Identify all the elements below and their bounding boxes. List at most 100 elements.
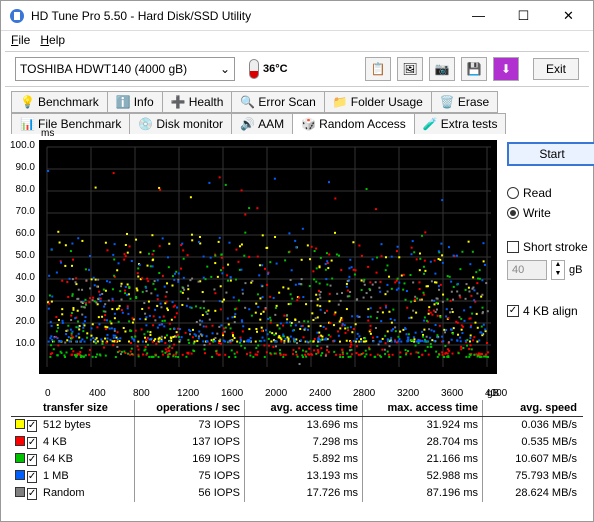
col-transfer-size: transfer size [39, 400, 135, 416]
temperature: 36°C [249, 59, 288, 79]
series-checkbox[interactable]: ✓ [27, 488, 37, 500]
menu-file[interactable]: File [11, 33, 30, 49]
stroke-value[interactable]: 40 ▲▼ gB [507, 260, 594, 280]
cell-ops: 137 IOPS [135, 434, 245, 451]
tab-icon: 🔊 [240, 117, 254, 131]
tab-extra-tests[interactable]: 🧪Extra tests [414, 113, 507, 134]
cell-max: 31.924 ms [363, 417, 483, 434]
cell-speed: 28.624 MB/s [483, 485, 581, 502]
cell-max: 52.988 ms [363, 468, 483, 485]
save-button[interactable]: 💾 [461, 57, 487, 81]
cell-avg: 13.696 ms [245, 417, 363, 434]
series-color-swatch [15, 453, 25, 463]
chevron-down-icon: ⌄ [220, 62, 230, 76]
window-title: HD Tune Pro 5.50 - Hard Disk/SSD Utility [31, 9, 456, 23]
table-row: ✓Random56 IOPS17.726 ms87.196 ms28.624 M… [11, 485, 583, 502]
drive-select-text: TOSHIBA HDWT140 (4000 gB) [20, 62, 187, 76]
series-checkbox[interactable]: ✓ [27, 454, 37, 466]
cell-ops: 56 IOPS [135, 485, 245, 502]
col-avg: avg. access time [245, 400, 363, 416]
minimize-button[interactable]: — [456, 1, 501, 30]
tab-icon: 🗑️ [440, 95, 454, 109]
series-color-swatch [15, 470, 25, 480]
cell-size: 64 KB [39, 451, 135, 468]
short-stroke-check[interactable]: Short stroke [507, 240, 594, 254]
maximize-button[interactable]: ☐ [501, 1, 546, 30]
y-axis-unit: ms [41, 128, 54, 139]
tab-icon: 📊 [20, 117, 34, 131]
cell-avg: 7.298 ms [245, 434, 363, 451]
series-checkbox[interactable]: ✓ [27, 437, 37, 449]
cell-avg: 5.892 ms [245, 451, 363, 468]
tab-benchmark[interactable]: 💡Benchmark [11, 91, 108, 113]
copy-button[interactable]: 📋 [365, 57, 391, 81]
table-row: ✓4 KB137 IOPS7.298 ms28.704 ms0.535 MB/s [11, 434, 583, 451]
menubar: File Help [1, 31, 593, 51]
cell-speed: 0.535 MB/s [483, 434, 581, 451]
menu-help[interactable]: Help [40, 33, 65, 49]
read-radio[interactable]: Read [507, 186, 594, 200]
col-max: max. access time [363, 400, 483, 416]
col-speed: avg. speed [483, 400, 581, 416]
cell-max: 28.704 ms [363, 434, 483, 451]
tab-info[interactable]: ℹ️Info [107, 91, 163, 113]
col-ops: operations / sec [135, 400, 245, 416]
tab-aam[interactable]: 🔊AAM [231, 113, 293, 134]
cell-speed: 10.607 MB/s [483, 451, 581, 468]
cell-size: 1 MB [39, 468, 135, 485]
tab-file-benchmark[interactable]: 📊File Benchmark [11, 113, 130, 134]
tab-icon: ➕ [171, 95, 185, 109]
cell-size: 512 bytes [39, 417, 135, 434]
cell-ops: 73 IOPS [135, 417, 245, 434]
cell-speed: 75.793 MB/s [483, 468, 581, 485]
cell-avg: 17.726 ms [245, 485, 363, 502]
write-radio[interactable]: Write [507, 206, 594, 220]
series-color-swatch [15, 487, 25, 497]
close-button[interactable]: ✕ [546, 1, 591, 30]
side-panel: Start Read Write Short stroke 40 ▲▼ gB ✓… [507, 140, 594, 374]
table-row: ✓512 bytes73 IOPS13.696 ms31.924 ms0.036… [11, 417, 583, 434]
cell-avg: 13.193 ms [245, 468, 363, 485]
cell-speed: 0.036 MB/s [483, 417, 581, 434]
tab-icon: 💡 [20, 95, 34, 109]
stroke-spinner[interactable]: ▲▼ [551, 260, 565, 280]
series-checkbox[interactable]: ✓ [27, 471, 37, 483]
cell-size: Random [39, 485, 135, 502]
tab-icon: 💿 [138, 117, 152, 131]
series-color-swatch [15, 419, 25, 429]
options-button[interactable]: ⬇ [493, 57, 519, 81]
series-checkbox[interactable]: ✓ [27, 420, 37, 432]
tab-container: 💡Benchmarkℹ️Info➕Health🔍Error Scan📁Folde… [1, 87, 593, 134]
series-color-swatch [15, 436, 25, 446]
exit-button[interactable]: Exit [533, 58, 579, 80]
app-icon [9, 8, 25, 24]
table-row: ✓64 KB169 IOPS5.892 ms21.166 ms10.607 MB… [11, 451, 583, 468]
start-button[interactable]: Start [507, 142, 594, 166]
tab-health[interactable]: ➕Health [162, 91, 233, 113]
cell-max: 21.166 ms [363, 451, 483, 468]
tab-icon: 📁 [333, 95, 347, 109]
scatter-chart: 100.090.080.070.060.050.040.030.020.010.… [39, 140, 497, 374]
cell-ops: 75 IOPS [135, 468, 245, 485]
tab-disk-monitor[interactable]: 💿Disk monitor [129, 113, 232, 134]
tab-icon: ℹ️ [116, 95, 130, 109]
titlebar: HD Tune Pro 5.50 - Hard Disk/SSD Utility… [1, 1, 593, 31]
cell-ops: 169 IOPS [135, 451, 245, 468]
tab-error-scan[interactable]: 🔍Error Scan [231, 91, 324, 113]
thermometer-icon [249, 59, 259, 79]
tab-icon: 🧪 [423, 117, 437, 131]
toolbar: TOSHIBA HDWT140 (4000 gB) ⌄ 36°C 📋 🖼 📷 💾… [5, 51, 589, 87]
screenshot-button[interactable]: 🖼 [397, 57, 423, 81]
results-table: transfer size operations / sec avg. acce… [11, 400, 583, 502]
tab-icon: 🎲 [301, 117, 315, 131]
camera-button[interactable]: 📷 [429, 57, 455, 81]
tab-folder-usage[interactable]: 📁Folder Usage [324, 91, 432, 113]
tab-erase[interactable]: 🗑️Erase [431, 91, 498, 113]
chart-area: ms 100.090.080.070.060.050.040.030.020.0… [39, 140, 497, 374]
temperature-value: 36°C [263, 63, 288, 75]
drive-select[interactable]: TOSHIBA HDWT140 (4000 gB) ⌄ [15, 57, 235, 81]
table-row: ✓1 MB75 IOPS13.193 ms52.988 ms75.793 MB/… [11, 468, 583, 485]
align-check[interactable]: ✓4 KB align [507, 304, 594, 318]
cell-max: 87.196 ms [363, 485, 483, 502]
tab-random-access[interactable]: 🎲Random Access [292, 113, 415, 134]
